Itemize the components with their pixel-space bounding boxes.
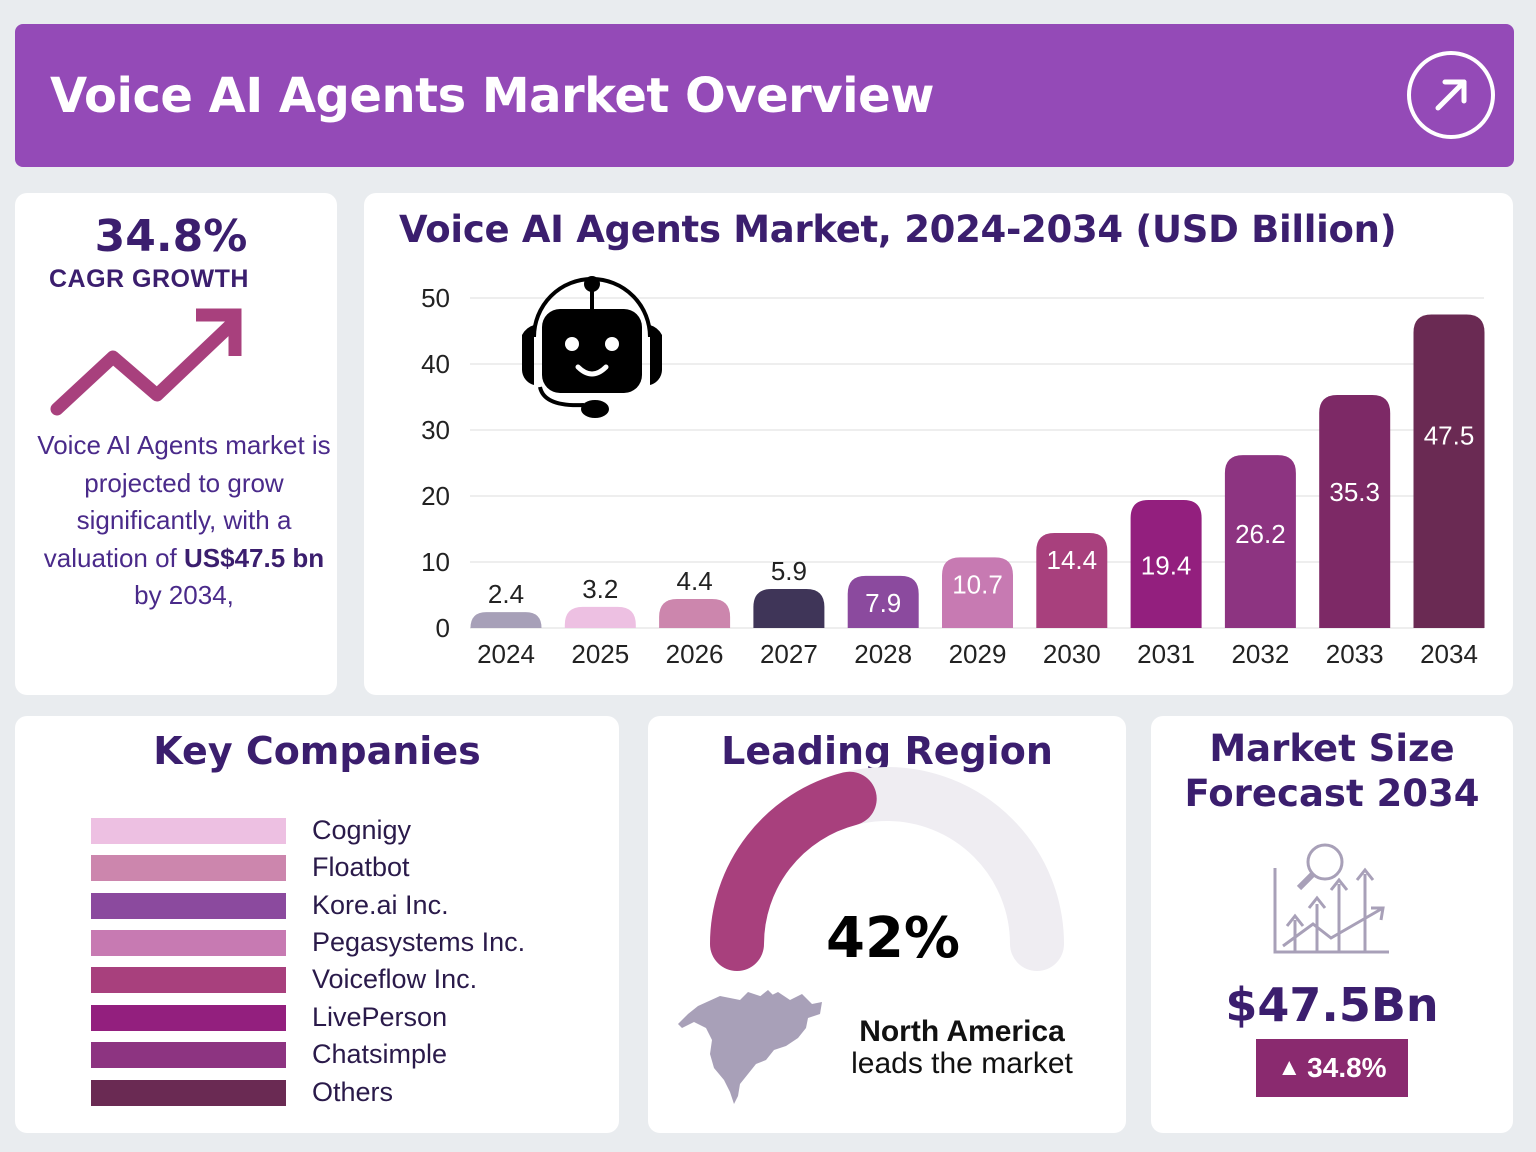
bar-value-label: 5.9 bbox=[771, 556, 807, 586]
region-share-value: 42% bbox=[826, 906, 961, 971]
region-gauge bbox=[678, 767, 1064, 1104]
company-color-swatch bbox=[91, 930, 286, 956]
bar-value-label: 4.4 bbox=[677, 566, 713, 596]
growth-badge-value: 34.8% bbox=[1307, 1052, 1387, 1083]
x-tick-label: 2025 bbox=[571, 639, 629, 669]
bar-2031 bbox=[1130, 499, 1202, 628]
bar-2025 bbox=[564, 606, 636, 628]
cagr-value: 34.8% bbox=[94, 211, 248, 262]
chart-title: Voice AI Agents Market, 2024-2034 (USD B… bbox=[399, 208, 1397, 251]
y-tick-label: 30 bbox=[421, 415, 450, 445]
bar-value-label: 14.4 bbox=[1046, 545, 1097, 575]
y-tick-label: 0 bbox=[436, 613, 450, 643]
cagr-card: 34.8% CAGR GROWTH Voice AI Agents market… bbox=[15, 193, 337, 695]
company-name: Kore.ai Inc. bbox=[312, 890, 449, 920]
header-banner: Voice AI Agents Market Overview bbox=[15, 24, 1514, 167]
bar-2032 bbox=[1224, 455, 1296, 628]
x-tick-label: 2030 bbox=[1043, 639, 1101, 669]
company-name: Cognigy bbox=[312, 815, 412, 845]
company-name: Chatsimple bbox=[312, 1039, 448, 1069]
bar-value-label: 35.3 bbox=[1329, 477, 1380, 507]
company-name: Pegasystems Inc. bbox=[312, 927, 526, 957]
x-tick-label: 2028 bbox=[854, 639, 912, 669]
bar-value-label: 47.5 bbox=[1424, 421, 1475, 451]
x-tick-label: 2029 bbox=[949, 639, 1007, 669]
bar-2028 bbox=[847, 575, 919, 628]
x-tick-label: 2031 bbox=[1137, 639, 1195, 669]
gauge-fill bbox=[710, 771, 877, 971]
market-size-value: $47.5Bn bbox=[1225, 978, 1439, 1032]
company-name: Floatbot bbox=[312, 852, 410, 882]
bar-2033 bbox=[1319, 395, 1391, 628]
region-subtitle: leads the market bbox=[851, 1047, 1073, 1080]
bar-value-label: 26.2 bbox=[1235, 519, 1286, 549]
bar-2027 bbox=[753, 589, 825, 628]
market-size-card: Market Size Forecast 2034 $47.5Bn ▲ 34.8… bbox=[1151, 716, 1513, 1133]
company-color-swatch bbox=[91, 1080, 286, 1106]
y-tick-label: 40 bbox=[421, 349, 450, 379]
trend-up-arrow-icon bbox=[50, 308, 242, 416]
x-tick-label: 2026 bbox=[666, 639, 724, 669]
bar-value-label: 10.7 bbox=[952, 569, 1003, 599]
growth-analytics-icon bbox=[1273, 843, 1389, 954]
company-name: LivePerson bbox=[312, 1002, 448, 1032]
company-color-swatch bbox=[91, 1005, 286, 1031]
company-name: Others bbox=[312, 1077, 394, 1107]
y-tick-label: 50 bbox=[421, 283, 450, 313]
bar-value-label: 7.9 bbox=[865, 588, 901, 618]
triangle-up-icon: ▲ bbox=[1277, 1054, 1302, 1081]
company-name: Voiceflow Inc. bbox=[312, 964, 478, 994]
cagr-description: Voice AI Agents market is projected to g… bbox=[37, 430, 331, 610]
bar-2030 bbox=[1036, 532, 1108, 628]
x-tick-label: 2024 bbox=[477, 639, 535, 669]
company-color-swatch bbox=[91, 855, 286, 881]
bar-2026 bbox=[659, 598, 731, 628]
companies-title: Key Companies bbox=[153, 729, 481, 773]
region-name: North America bbox=[859, 1015, 1065, 1048]
bar-2024 bbox=[470, 612, 542, 628]
x-tick-label: 2033 bbox=[1326, 639, 1384, 669]
company-color-swatch bbox=[91, 893, 286, 919]
arrow-up-right-icon bbox=[1435, 79, 1467, 111]
x-tick-label: 2027 bbox=[760, 639, 818, 669]
x-tick-label: 2034 bbox=[1420, 639, 1478, 669]
company-color-swatch bbox=[91, 1042, 286, 1068]
region-title: Leading Region bbox=[721, 729, 1053, 773]
key-companies-card: Key Companies Cognigy Floatbot Kore.ai I… bbox=[15, 716, 619, 1133]
page-title: Voice AI Agents Market Overview bbox=[50, 68, 934, 124]
bar-value-label: 19.4 bbox=[1141, 550, 1192, 580]
bar-2034 bbox=[1413, 314, 1485, 628]
market-chart-card: Voice AI Agents Market, 2024-2034 (USD B… bbox=[364, 193, 1513, 695]
company-color-swatch bbox=[91, 818, 286, 844]
growth-badge: ▲ 34.8% bbox=[1256, 1039, 1408, 1097]
bar-value-label: 3.2 bbox=[582, 574, 618, 604]
x-tick-label: 2032 bbox=[1231, 639, 1289, 669]
bar-2029 bbox=[942, 557, 1013, 628]
robot-headset-icon bbox=[522, 276, 662, 418]
cagr-label: CAGR GROWTH bbox=[49, 265, 249, 293]
bar-value-label: 2.4 bbox=[488, 579, 524, 609]
leading-region-card: Leading Region 42% North America leads t… bbox=[648, 716, 1126, 1133]
market-size-title: Market Size Forecast 2034 bbox=[1184, 727, 1480, 815]
y-tick-label: 10 bbox=[421, 547, 450, 577]
y-tick-label: 20 bbox=[421, 481, 450, 511]
north-america-map-icon bbox=[678, 990, 822, 1104]
open-report-button[interactable] bbox=[1407, 51, 1495, 139]
company-color-swatch bbox=[91, 967, 286, 993]
